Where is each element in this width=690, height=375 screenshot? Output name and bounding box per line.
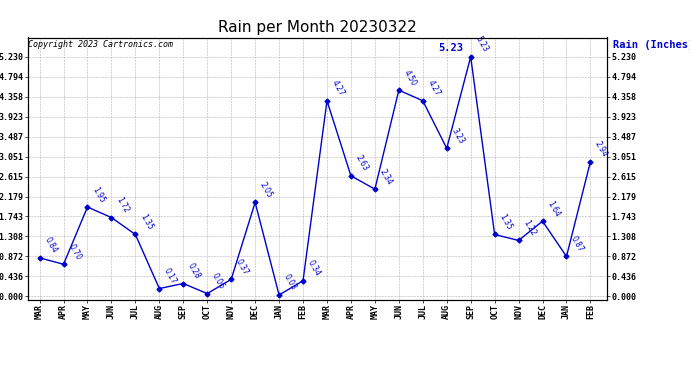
Text: 2.94: 2.94 (593, 140, 609, 159)
Text: 1.22: 1.22 (522, 219, 538, 238)
Text: Rain (Inches): Rain (Inches) (613, 40, 690, 50)
Text: 4.50: 4.50 (402, 68, 418, 87)
Text: 2.05: 2.05 (258, 180, 274, 200)
Text: 0.87: 0.87 (569, 235, 586, 254)
Text: 4.27: 4.27 (330, 79, 346, 98)
Text: Copyright 2023 Cartronics.com: Copyright 2023 Cartronics.com (28, 40, 173, 49)
Text: 5.23: 5.23 (439, 43, 464, 53)
Text: 1.72: 1.72 (115, 196, 130, 215)
Text: 2.34: 2.34 (377, 167, 394, 186)
Text: 0.17: 0.17 (162, 267, 178, 286)
Title: Rain per Month 20230322: Rain per Month 20230322 (218, 20, 417, 35)
Text: 1.64: 1.64 (545, 199, 562, 218)
Text: 1.35: 1.35 (497, 213, 513, 232)
Text: 4.27: 4.27 (426, 79, 442, 98)
Text: 0.28: 0.28 (186, 262, 202, 281)
Text: 0.70: 0.70 (66, 242, 83, 261)
Text: 0.84: 0.84 (42, 236, 59, 255)
Text: 2.63: 2.63 (354, 154, 370, 173)
Text: 5.23: 5.23 (473, 35, 490, 54)
Text: 0.03: 0.03 (282, 273, 298, 292)
Text: 0.06: 0.06 (210, 272, 226, 291)
Text: 0.34: 0.34 (306, 259, 322, 278)
Text: 1.95: 1.95 (90, 185, 106, 204)
Text: 1.35: 1.35 (138, 213, 155, 232)
Text: 0.37: 0.37 (234, 257, 250, 277)
Text: 3.23: 3.23 (449, 126, 466, 146)
